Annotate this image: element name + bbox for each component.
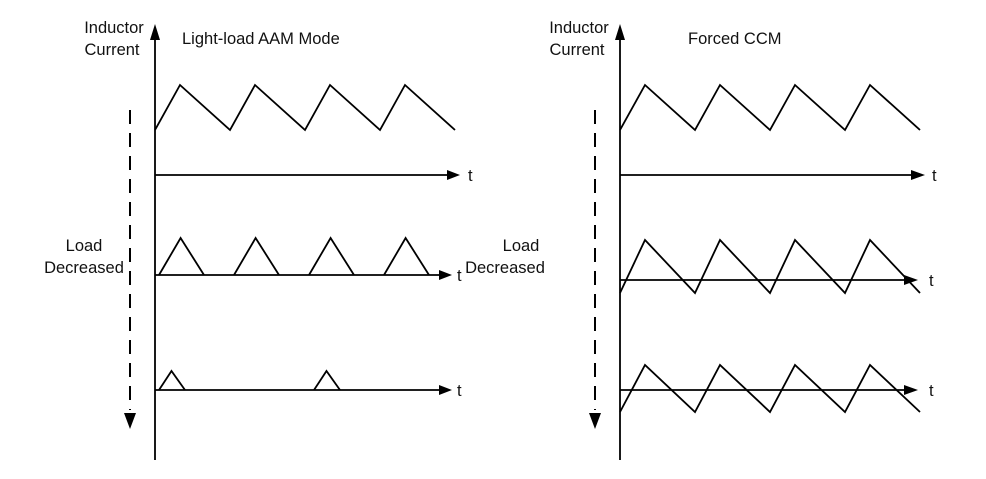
y-axis-label-line1: Inductor [549,19,609,37]
waveform-aam-row0 [154,83,456,132]
y-axis-label-line1: Inductor [84,19,144,37]
y-axis-label-line2: Current [84,41,139,59]
waveform-trace [619,363,921,414]
waveform-trace [619,238,921,295]
waveform-trace [158,236,205,276]
waveform-trace [308,236,355,276]
waveform-trace [158,369,186,391]
load-label-line2: Decreased [44,259,124,277]
t-axis-label: t [457,382,462,400]
waveform-aam-row1 [158,236,430,276]
t-axis-arrowhead [904,275,918,285]
waveform-ccm-row0 [619,83,921,132]
t-axis-label: t [932,167,937,185]
waveform-trace [233,236,280,276]
y-axis-arrowhead [150,24,160,40]
panel-title: Light-load AAM Mode [182,30,340,48]
load-label-line1: Load [66,237,103,255]
waveform-ccm-row2 [619,363,921,414]
t-axis-arrowhead [911,170,925,180]
waveform-aam-row2 [158,369,341,391]
panel-aam-mode: Inductor Current Light-load AAM Mode Loa… [44,19,473,460]
load-label-line1: Load [503,237,540,255]
t-axis-label: t [457,267,462,285]
y-axis-label-line2: Current [549,41,604,59]
waveform-trace [154,83,456,132]
load-decrease-arrowhead [589,413,601,429]
panel-title: Forced CCM [688,30,782,48]
waveform-trace [383,236,430,276]
waveform-trace [619,83,921,132]
y-axis-arrowhead [615,24,625,40]
t-axis-arrowhead [439,385,452,395]
t-axis-arrowhead [447,170,460,180]
t-axis-label: t [929,272,934,290]
load-label-line2: Decreased [465,259,545,277]
panel-forced-ccm: Inductor Current Forced CCM Load Decreas… [465,19,937,460]
t-axis-label: t [929,382,934,400]
t-axis-arrowhead [439,270,452,280]
t-axis-label: t [468,167,473,185]
t-axis-arrowhead [904,385,918,395]
waveform-trace [313,369,341,391]
load-decrease-arrowhead [124,413,136,429]
waveform-ccm-row1 [619,238,921,295]
